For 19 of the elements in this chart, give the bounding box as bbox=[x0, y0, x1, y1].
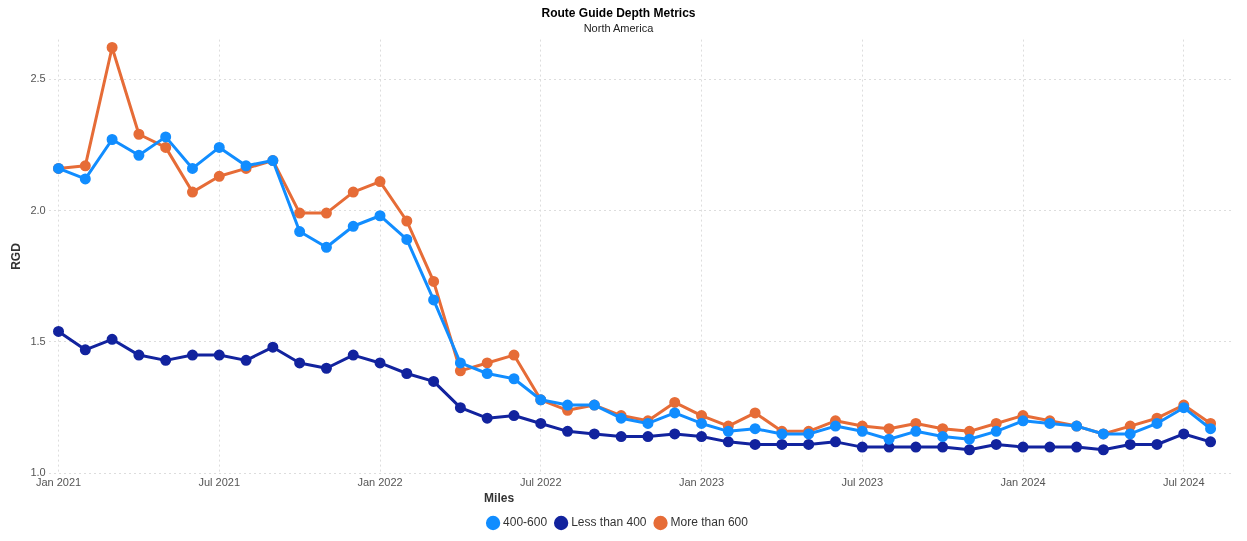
y-tick-label: 2.5 bbox=[30, 72, 46, 85]
chart-title: Route Guide Depth Metrics bbox=[541, 5, 696, 20]
x-tick-label: Jan 2023 bbox=[678, 476, 725, 489]
legend-label: Less than 400 bbox=[571, 515, 647, 530]
y-tick-label: 2.0 bbox=[30, 203, 46, 216]
x-tick-label: Jan 2024 bbox=[1000, 476, 1046, 489]
x-tick-label: Jan 2022 bbox=[357, 476, 403, 489]
x-tick-label: Jul 2023 bbox=[841, 476, 884, 489]
y-tick-label: 1.0 bbox=[30, 466, 46, 479]
x-tick-label: Jul 2021 bbox=[198, 476, 241, 489]
legend-label: 400-600 bbox=[503, 515, 548, 530]
x-tick-label: Jul 2022 bbox=[519, 476, 562, 489]
chart-subtitle: North America bbox=[583, 22, 655, 35]
y-axis-title: RGD bbox=[8, 242, 23, 270]
legend-label: More than 600 bbox=[670, 515, 749, 530]
legend-title: Miles bbox=[484, 490, 515, 505]
x-tick-label: Jan 2021 bbox=[35, 476, 82, 489]
x-tick-label: Jul 2024 bbox=[1162, 476, 1205, 489]
y-tick-label: 1.5 bbox=[30, 334, 46, 347]
